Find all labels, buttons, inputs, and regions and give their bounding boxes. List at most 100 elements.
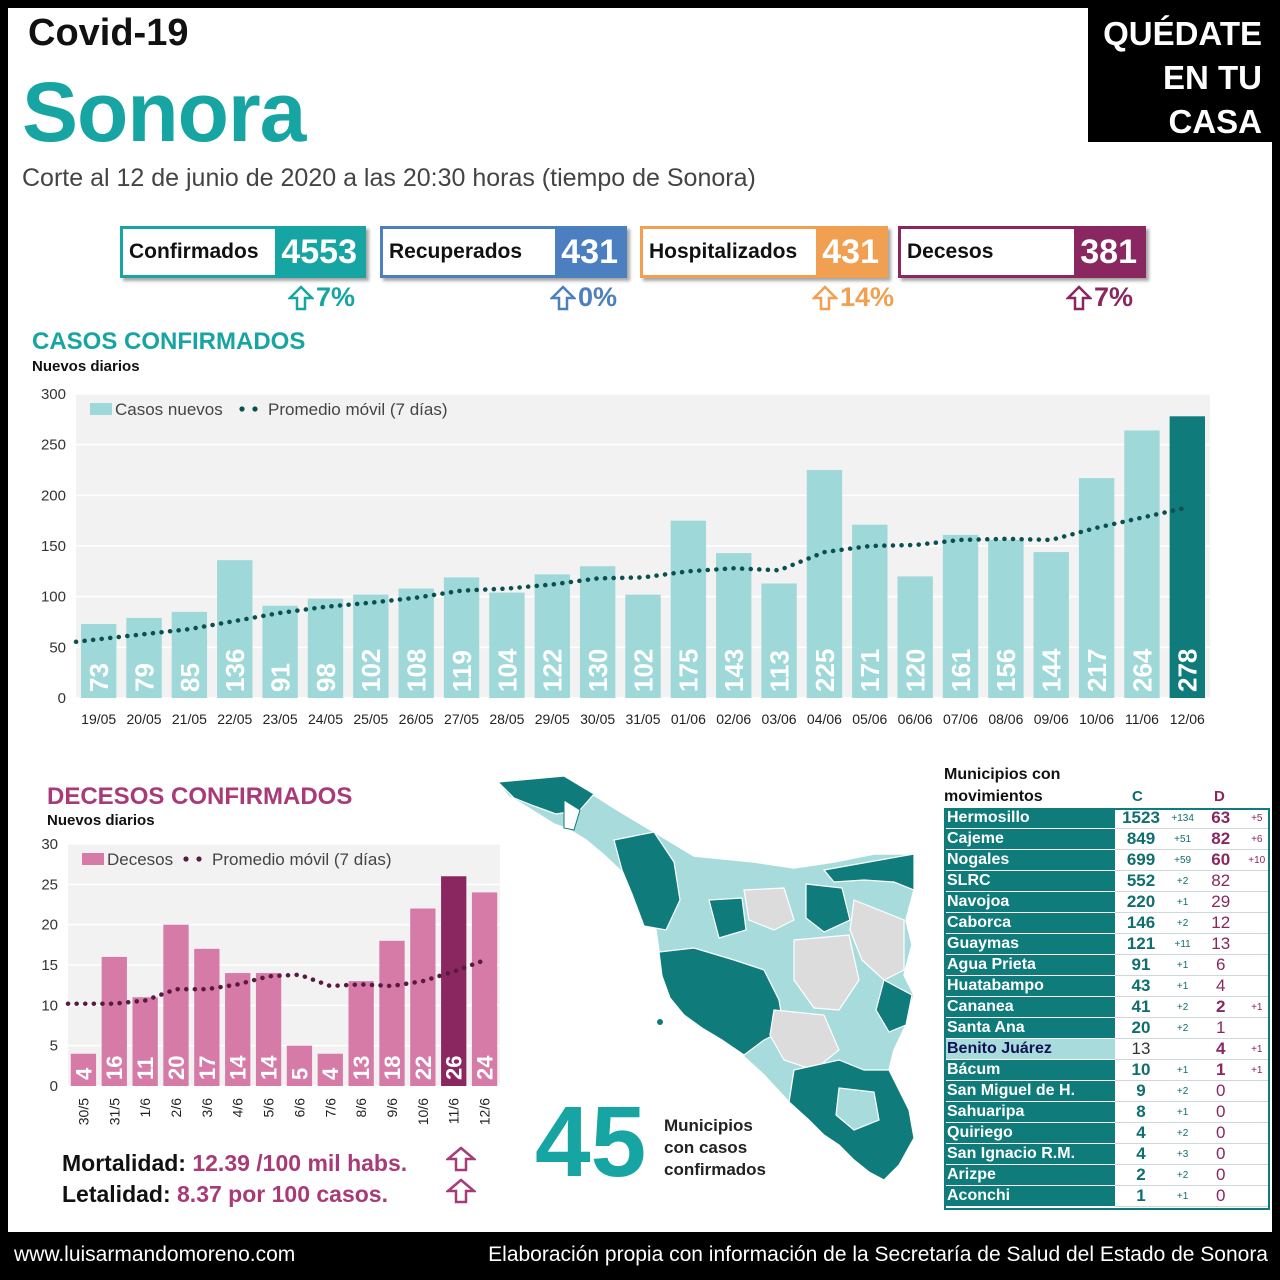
legend-swatch [82,853,104,865]
arrow-up-icon [550,284,576,310]
lethality-value: 8.37 por 100 casos. [177,1181,388,1207]
legend-label: Promedio móvil (7 días) [212,850,392,869]
bar-value-label: 119 [447,650,477,692]
cases-delta: +134 [1167,808,1198,829]
table-row: Sahuaripa 8 +1 0 [944,1101,1270,1123]
x-tick-label: 31/5 [106,1098,122,1125]
x-tick-label: 07/06 [943,711,978,727]
x-tick-label: 12/06 [1170,711,1205,727]
bar [255,973,282,1086]
bar [225,973,251,1086]
y-tick-label: 0 [58,690,66,707]
cases-total: 91 [1114,954,1168,976]
kpi-change: 0% [550,282,617,313]
x-tick-label: 27/05 [444,711,479,727]
cases-total: 8 [1114,1101,1168,1123]
kpi-hospitalizados: Hospitalizados 431 [640,226,888,278]
municipality-name: San Ignacio R.M. [944,1143,1115,1165]
stay-home-line: QUÉDATE [1103,15,1262,52]
bar-value-label: 156 [991,649,1021,692]
kpi-label: Recuperados [389,240,523,263]
bar [625,594,661,698]
deaths-delta: +1 [1243,1038,1270,1060]
municipalities-count: 45 [535,1086,647,1198]
x-tick-label: 10/6 [415,1098,431,1125]
deaths-total: 6 [1197,954,1244,976]
cases-total: 10 [1114,1059,1168,1081]
x-tick-label: 11/06 [1125,711,1159,727]
municipality-name: Hermosillo [944,808,1115,829]
cases-delta: +2 [1167,1017,1198,1039]
cases-delta: +2 [1167,912,1198,934]
bar-value-label: 14 [256,1055,281,1080]
bar-value-label: 278 [1173,649,1203,692]
deaths-total: 0 [1197,1080,1244,1102]
bar [942,534,979,698]
deaths-total: 82 [1197,870,1244,892]
deaths-delta [1243,1185,1270,1207]
bar-value-label: 120 [901,649,931,692]
cases-delta [1167,1038,1198,1060]
municipality-name: Bácum [944,1059,1115,1081]
x-tick-label: 5/6 [261,1098,277,1118]
deaths-total: 0 [1197,1185,1244,1207]
table-row: SLRC 552 +2 82 [944,870,1270,892]
municipality-name: Santa Ana [944,1017,1115,1039]
cases-delta: +2 [1167,1080,1198,1102]
bar [353,594,389,698]
cases-subtitle: Nuevos diarios [32,358,140,375]
cutoff-date: Corte al 12 de junio de 2020 a las 20:30… [22,164,756,192]
bar-value-label: 161 [946,649,976,692]
footer-website-link[interactable]: www.luisarmandomoreno.com [14,1243,296,1266]
cases-total: 41 [1114,996,1168,1018]
bar-value-label: 85 [175,663,205,692]
x-tick-label: 24/05 [308,711,343,727]
bar-value-label: 104 [492,648,522,692]
legend-dot [252,406,258,412]
deaths-total: 0 [1197,1143,1244,1165]
kpi-change-value: 7% [316,282,356,312]
kpi-change: 14% [812,282,894,313]
deaths-total: 12 [1197,912,1244,934]
cases-delta: +2 [1167,1122,1198,1144]
deaths-total: 0 [1197,1164,1244,1186]
x-tick-label: 09/06 [1034,711,1069,727]
bar [1078,478,1115,698]
cases-chart: 0 50 100 150 200 250 300 73 19/05 79 20/05 85 21/05 1… [41,386,1210,727]
x-tick-label: 12/6 [477,1098,493,1125]
bar-value-label: 4 [318,1067,343,1080]
deaths-total: 0 [1197,1122,1244,1144]
bar-value-label: 79 [129,663,159,692]
cases-total: 4 [1114,1143,1168,1165]
x-tick-label: 11/6 [446,1098,462,1124]
bar [1169,416,1206,698]
kpi-label: Decesos [907,240,994,263]
bar-value-label: 13 [349,1056,374,1080]
bar [348,981,374,1086]
y-tick-label: 30 [41,836,58,853]
deaths-delta: +6 [1243,828,1270,850]
table-row: Bácum 10 +1 1 +1 [944,1059,1270,1081]
x-tick-label: 6/6 [291,1098,307,1118]
legend-label: Promedio móvil (7 días) [268,400,448,419]
table-row: Arizpe 2 +2 0 [944,1164,1270,1186]
cases-total: 1 [1114,1185,1168,1207]
kpi-confirmados: Confirmados 4553 [120,226,366,278]
bar-value-label: 18 [380,1056,405,1080]
deaths-delta [1243,891,1270,913]
deaths-total: 29 [1197,891,1244,913]
deaths-total: 1 [1197,1017,1244,1039]
y-tick-label: 50 [49,639,66,656]
municipality-name: Guaymas [944,933,1115,955]
x-tick-label: 31/05 [625,711,660,727]
kpi-change-value: 0% [578,282,618,312]
arrow-up-icon [446,1146,476,1172]
x-tick-label: 04/06 [807,711,842,727]
arrow-up-icon [1066,284,1092,310]
bar-value-label: 26 [442,1056,467,1080]
x-tick-label: 1/6 [137,1098,153,1118]
bar [897,576,933,698]
app-title: Covid-19 [28,12,189,54]
table-row: Agua Prieta 91 +1 6 [944,954,1270,976]
kpi-change-value: 7% [1094,282,1134,312]
